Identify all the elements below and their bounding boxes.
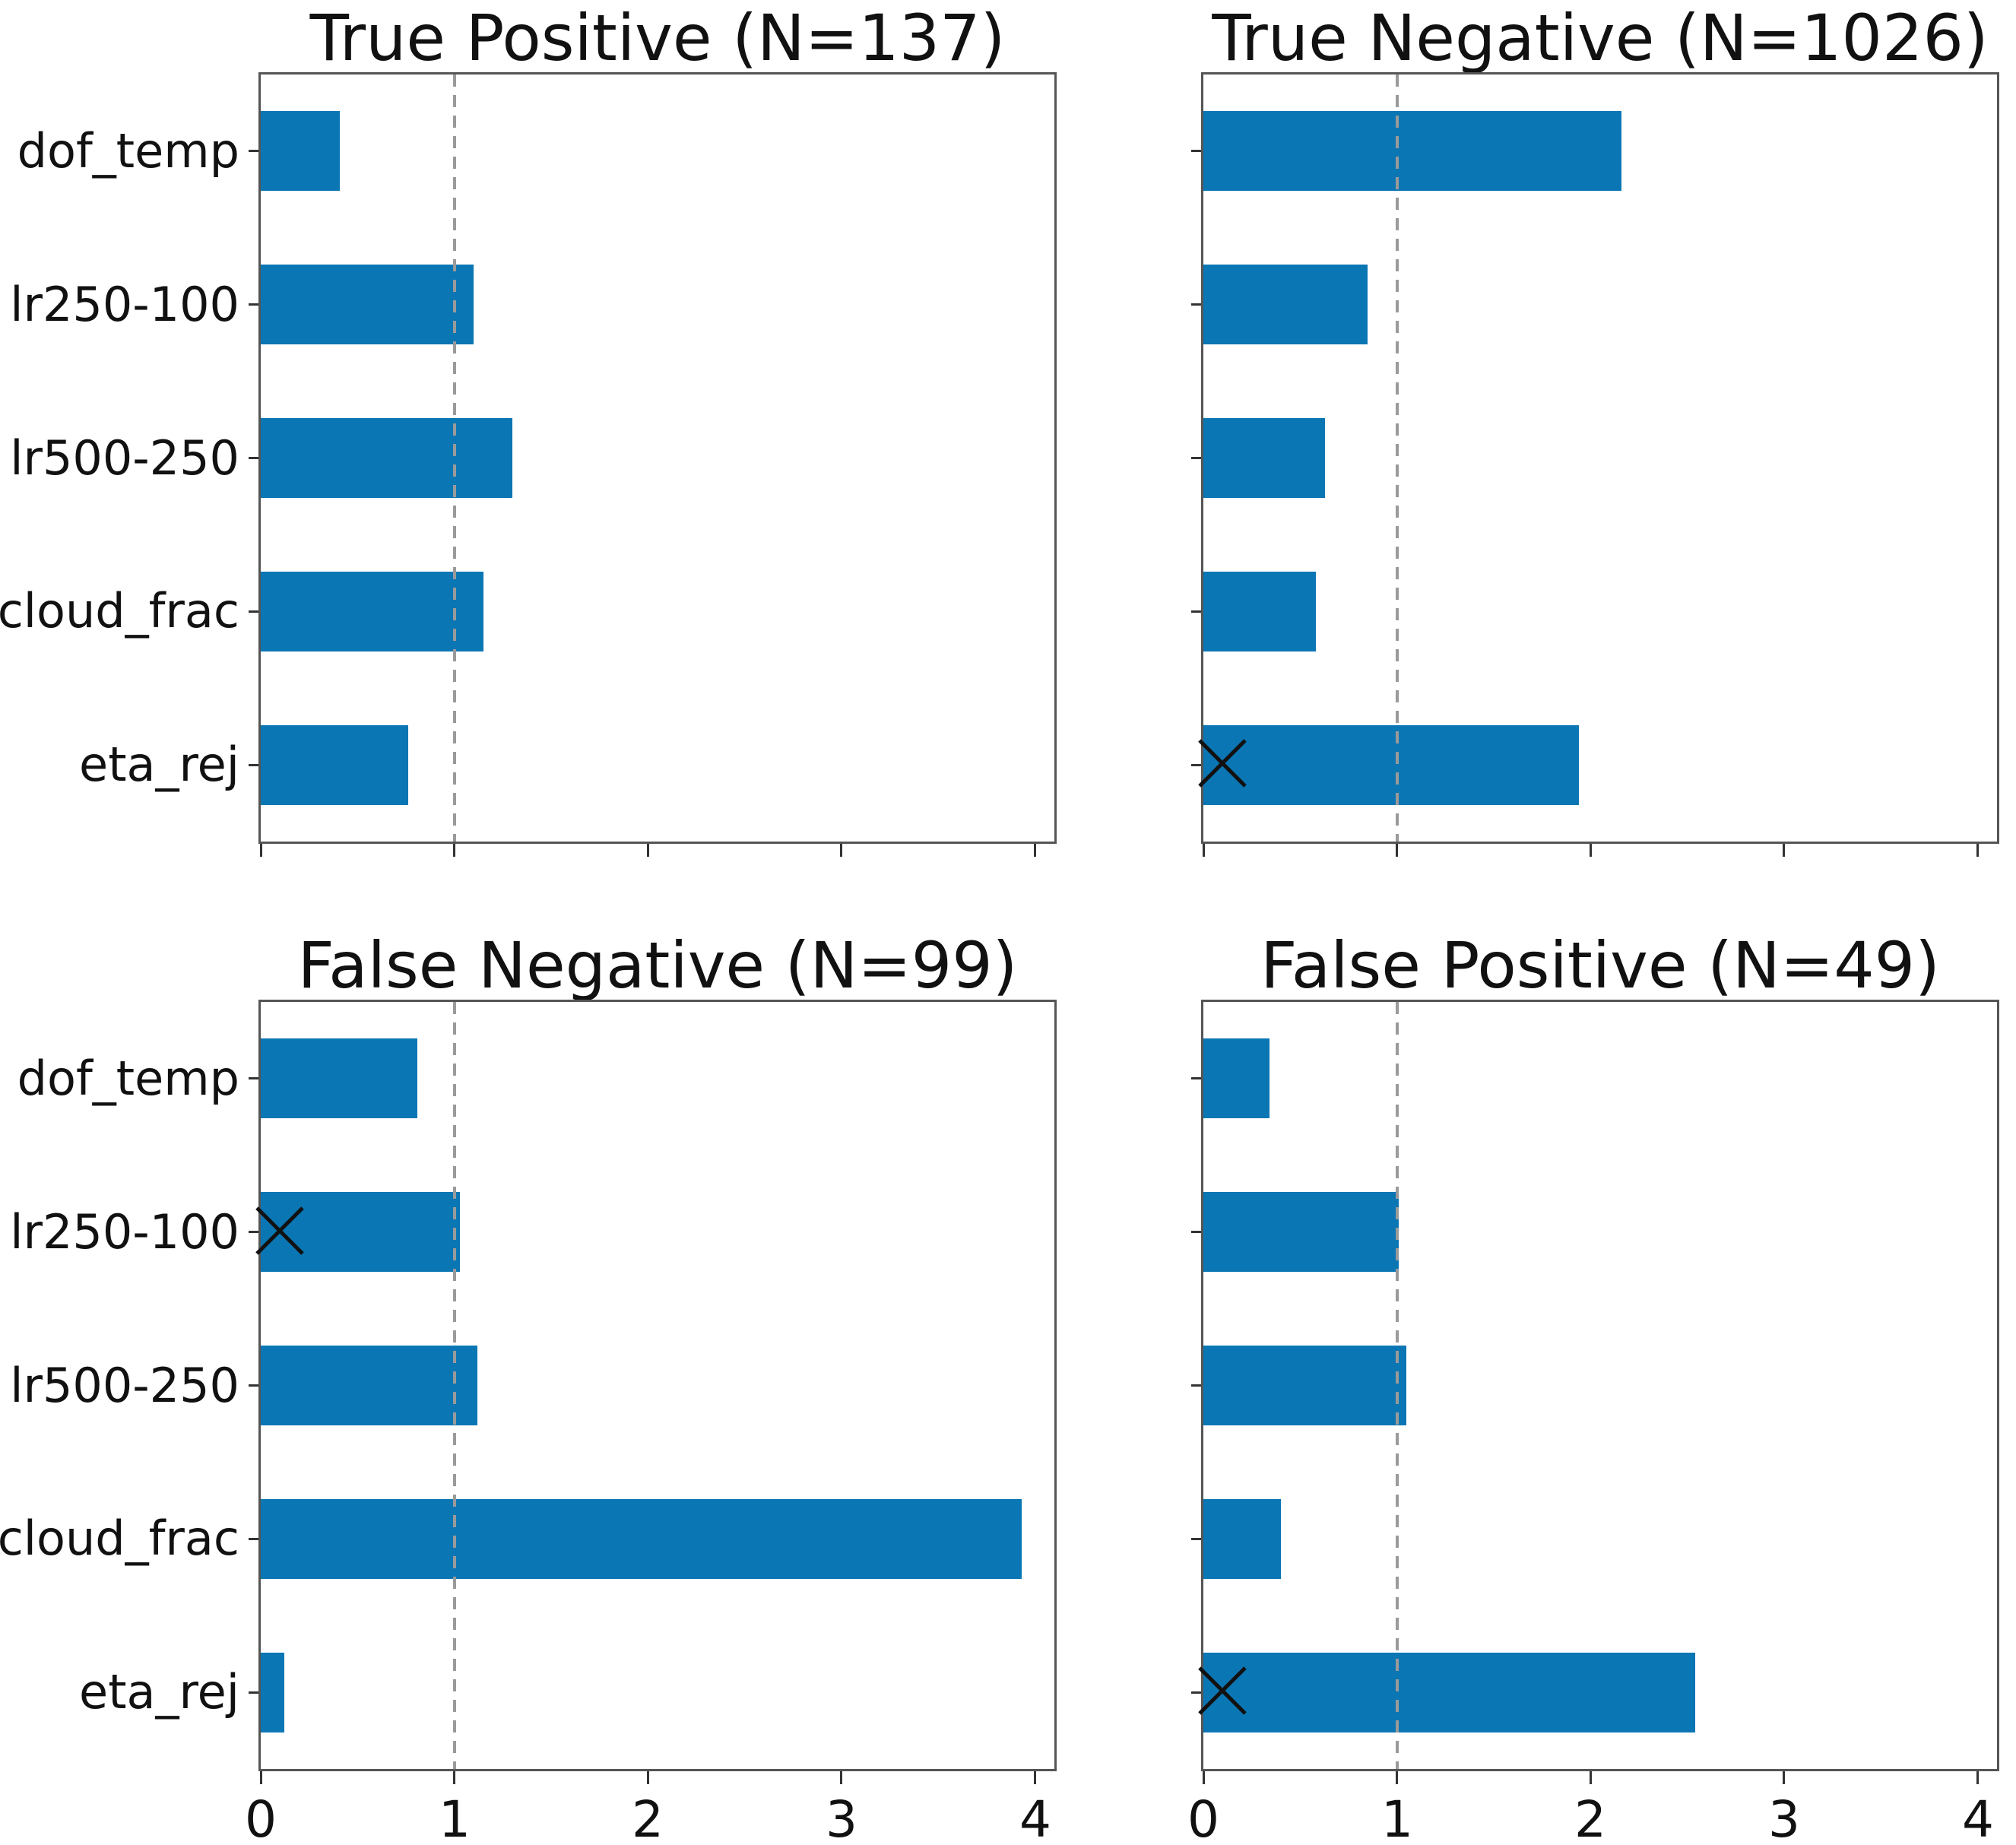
bar-cloud_frac (261, 572, 483, 651)
x-tick-label-0: 0 (1187, 1790, 1219, 1845)
bar-lr500-250 (261, 1346, 477, 1425)
y-tick-lr500-250 (1191, 457, 1201, 459)
reference-line-x1 (1395, 1002, 1399, 1769)
category-label-lr250-100: lr250-100 (10, 277, 239, 332)
x-tick-4 (1034, 1771, 1036, 1784)
y-tick-lr500-250 (1191, 1384, 1201, 1387)
subplot-false-positive: 0 1 2 3 4 (1187, 1000, 1999, 1845)
y-tick-cloud_frac (249, 610, 258, 613)
y-tick-lr250-100 (249, 303, 258, 306)
y-tick-eta_rej (1191, 764, 1201, 766)
bar-eta_rej (1203, 1653, 1695, 1732)
bar-dof_temp (261, 111, 340, 191)
x-tick-2 (647, 1771, 649, 1784)
x-tick-0 (1203, 844, 1205, 857)
subplot-true-negative (1191, 72, 1999, 857)
bar-cloud_frac (1203, 1499, 1281, 1579)
y-tick-lr250-100 (1191, 303, 1201, 306)
x-tick-label-4: 4 (1962, 1790, 1994, 1845)
bar-cloud_frac (1203, 572, 1316, 651)
x-marker-icon (1198, 1666, 1247, 1715)
chart-title-false-positive: False Positive (N=49) (1260, 928, 1940, 1003)
chart-title-true-positive: True Positive (N=137) (309, 1, 1006, 75)
x-tick-3 (840, 844, 842, 857)
y-tick-eta_rej (1191, 1691, 1201, 1694)
y-tick-dof_temp (1191, 150, 1201, 152)
x-tick-4 (1976, 1771, 1979, 1784)
bar-dof_temp (261, 1038, 417, 1118)
bar-cloud_frac (261, 1499, 1022, 1579)
category-label-dof_temp: dof_temp (17, 123, 239, 179)
x-tick-0 (1203, 1771, 1205, 1784)
subplot-false-negative: dof_temp lr250-100 lr500-250 cloud_frac eta_… (0, 1000, 1057, 1845)
y-tick-cloud_frac (249, 1538, 258, 1540)
x-marker-eta_rej (1194, 1663, 1250, 1722)
bar-eta_rej (1203, 725, 1579, 805)
bar-dof_temp (1203, 111, 1621, 191)
x-marker-lr250-100 (252, 1203, 308, 1262)
y-tick-eta_rej (249, 764, 258, 766)
x-tick-1 (1396, 844, 1398, 857)
x-tick-1 (453, 844, 455, 857)
bar-eta_rej (261, 725, 408, 805)
category-label-eta_rej: eta_rej (79, 1664, 239, 1720)
bar-lr500-250 (1203, 418, 1325, 498)
x-tick-label-2: 2 (1574, 1790, 1606, 1845)
category-label-eta_rej: eta_rej (79, 737, 239, 792)
x-marker-eta_rej (1194, 735, 1250, 794)
bar-lr250-100 (261, 1192, 460, 1272)
bar-lr250-100 (261, 265, 474, 344)
bar-lr250-100 (1203, 1192, 1399, 1272)
category-label-lr500-250: lr500-250 (10, 1358, 239, 1413)
x-tick-0 (260, 1771, 262, 1784)
y-tick-cloud_frac (1191, 610, 1201, 613)
x-tick-2 (1590, 844, 1592, 857)
bar-lr500-250 (1203, 1346, 1406, 1425)
x-tick-1 (1396, 1771, 1398, 1784)
x-tick-3 (840, 1771, 842, 1784)
reference-line-x1 (452, 1002, 456, 1769)
y-tick-cloud_frac (1191, 1538, 1201, 1540)
x-tick-label-2: 2 (632, 1790, 664, 1845)
x-tick-3 (1783, 1771, 1785, 1784)
y-tick-eta_rej (249, 1691, 258, 1694)
y-tick-lr250-100 (249, 1231, 258, 1233)
category-label-lr250-100: lr250-100 (10, 1204, 239, 1260)
bar-lr250-100 (1203, 265, 1368, 344)
category-label-lr500-250: lr500-250 (10, 430, 239, 486)
reference-line-x1 (452, 74, 456, 842)
x-tick-2 (1590, 1771, 1592, 1784)
bar-lr500-250 (261, 418, 512, 498)
x-tick-1 (453, 1771, 455, 1784)
y-tick-dof_temp (249, 1077, 258, 1079)
y-tick-lr500-250 (249, 457, 258, 459)
x-tick-3 (1783, 844, 1785, 857)
subplot-true-positive: dof_temp lr250-100 lr500-250 cloud_frac eta_… (0, 72, 1057, 857)
x-tick-label-3: 3 (826, 1790, 857, 1845)
category-label-dof_temp: dof_temp (17, 1051, 239, 1106)
category-label-cloud_frac: cloud_frac (0, 1511, 239, 1566)
bar-eta_rej (261, 1653, 284, 1732)
x-marker-icon (255, 1206, 304, 1255)
reference-line-x1 (1395, 74, 1399, 842)
x-tick-label-1: 1 (439, 1790, 471, 1845)
y-tick-dof_temp (1191, 1077, 1201, 1079)
bar-dof_temp (1203, 1038, 1270, 1118)
y-tick-lr250-100 (1191, 1231, 1201, 1233)
x-marker-icon (1198, 739, 1247, 788)
x-tick-2 (647, 844, 649, 857)
x-tick-label-4: 4 (1019, 1790, 1051, 1845)
x-tick-label-0: 0 (245, 1790, 277, 1845)
x-tick-4 (1976, 844, 1979, 857)
x-tick-4 (1034, 844, 1036, 857)
x-tick-label-1: 1 (1381, 1790, 1413, 1845)
chart-title-false-negative: False Negative (N=99) (297, 928, 1018, 1003)
category-label-cloud_frac: cloud_frac (0, 583, 239, 639)
y-tick-dof_temp (249, 150, 258, 152)
y-tick-lr500-250 (249, 1384, 258, 1387)
x-tick-label-3: 3 (1768, 1790, 1800, 1845)
chart-title-true-negative: True Negative (N=1026) (1212, 1, 1989, 75)
x-tick-0 (260, 844, 262, 857)
